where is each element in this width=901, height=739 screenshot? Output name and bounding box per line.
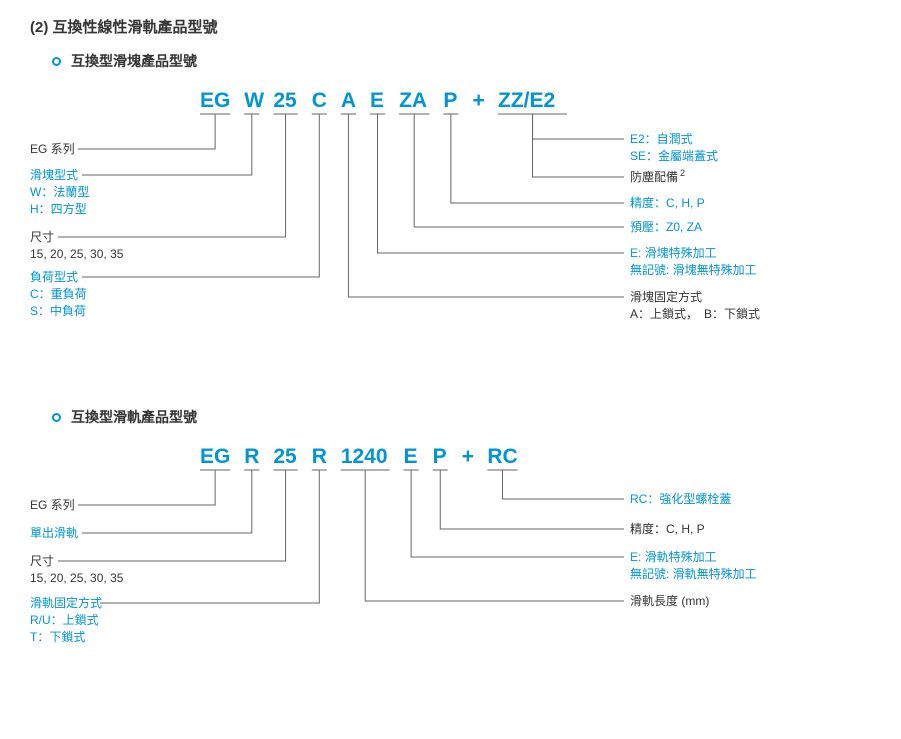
rail-subtitle: 互換型滑軌產品型號: [52, 407, 871, 427]
rail-diagram: EG R 25 R 1240 EP + RC EG 系列單出滑軌尺寸 15, 20, 25, 30…: [30, 437, 871, 687]
label: 精度：C, H, P: [630, 195, 705, 210]
label: 防塵配備: [630, 169, 678, 184]
code-segment: E: [370, 89, 384, 112]
label: 滑塊固定方式: [630, 289, 702, 304]
label-sup: 2: [680, 168, 685, 178]
label: 滑軌固定方式: [30, 595, 102, 610]
label: 負荷型式: [30, 270, 78, 284]
label: EG 系列: [30, 498, 75, 512]
label: E: 滑塊特殊加工: [630, 245, 717, 260]
code-segment: W: [244, 89, 264, 112]
code-segment: 1240: [341, 445, 388, 468]
code-segment: A: [341, 89, 356, 112]
label: C：重負荷: [30, 287, 87, 301]
code-segment: C: [312, 89, 327, 112]
code-segment: 25: [273, 445, 297, 468]
block-subtitle-text: 互換型滑塊產品型號: [71, 51, 197, 71]
label: 滑軌長度 (mm): [630, 593, 709, 608]
label: E2：自潤式: [630, 132, 693, 146]
code-segment: E: [404, 445, 418, 468]
label: S：中負荷: [30, 303, 86, 318]
code-segment: R: [244, 445, 259, 468]
code-segment: ZA: [399, 89, 427, 112]
code-segment: ZZ/E2: [498, 89, 555, 112]
label: 無記號: 滑軌無特殊加工: [630, 566, 757, 581]
label: 精度：C, H, P: [630, 521, 705, 536]
label: T：下鎖式: [30, 629, 85, 644]
label: 預壓：Z0, ZA: [630, 220, 702, 234]
code-segment: +: [462, 445, 474, 468]
code-segment: EG: [200, 89, 230, 112]
label: EG 系列: [30, 142, 75, 156]
code-segment: EG: [200, 445, 230, 468]
code-segment: R: [312, 445, 327, 468]
label: W：法蘭型: [30, 185, 89, 199]
rail-subtitle-text: 互換型滑軌產品型號: [71, 407, 197, 427]
code-segment: P: [433, 445, 447, 468]
label: H：四方型: [30, 201, 87, 216]
label: R/U：上鎖式: [30, 612, 99, 627]
label: 無記號: 滑塊無特殊加工: [630, 262, 757, 277]
bullet-icon: [52, 57, 61, 66]
label: A：上鎖式， B：下鎖式: [630, 306, 760, 321]
label: 尺寸: [30, 230, 54, 244]
code-segment: P: [443, 89, 457, 112]
label: 15, 20, 25, 30, 35: [30, 247, 124, 261]
label: E: 滑軌特殊加工: [630, 549, 717, 564]
label: SE：金屬端蓋式: [630, 148, 718, 163]
block-subtitle: 互換型滑塊產品型號: [52, 51, 871, 71]
code-segment: RC: [487, 445, 517, 468]
label: 尺寸: [30, 554, 54, 568]
label: 單出滑軌: [30, 525, 78, 540]
bullet-icon: [52, 413, 61, 422]
code-segment: +: [472, 89, 484, 112]
label: RC：強化型螺栓蓋: [630, 491, 731, 506]
block-diagram: EG W 25 CAE ZA P + ZZ/E2 EG 系列滑塊型式 W：法蘭型 H：四方型尺寸 15…: [30, 81, 871, 371]
label: 滑塊型式: [30, 167, 78, 182]
code-segment: 25: [273, 89, 297, 112]
main-title: (2) 互換性線性滑軌產品型號: [30, 16, 871, 37]
label: 15, 20, 25, 30, 35: [30, 571, 124, 585]
